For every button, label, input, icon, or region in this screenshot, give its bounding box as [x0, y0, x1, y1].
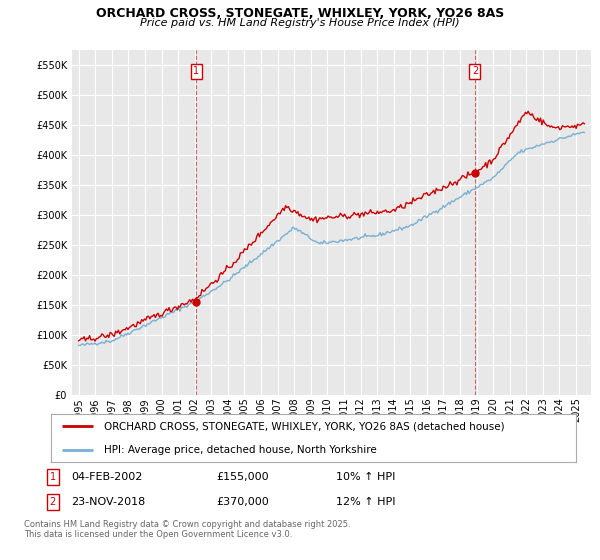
- Text: 2: 2: [50, 497, 56, 507]
- Text: 10% ↑ HPI: 10% ↑ HPI: [336, 472, 395, 482]
- Text: Contains HM Land Registry data © Crown copyright and database right 2025.
This d: Contains HM Land Registry data © Crown c…: [24, 520, 350, 539]
- Text: £370,000: £370,000: [216, 497, 269, 507]
- Text: 23-NOV-2018: 23-NOV-2018: [71, 497, 145, 507]
- Text: 1: 1: [193, 67, 199, 76]
- Text: 04-FEB-2002: 04-FEB-2002: [71, 472, 142, 482]
- Text: ORCHARD CROSS, STONEGATE, WHIXLEY, YORK, YO26 8AS (detached house): ORCHARD CROSS, STONEGATE, WHIXLEY, YORK,…: [104, 421, 504, 431]
- Text: 2: 2: [472, 67, 478, 76]
- Text: £155,000: £155,000: [216, 472, 269, 482]
- Text: HPI: Average price, detached house, North Yorkshire: HPI: Average price, detached house, Nort…: [104, 445, 376, 455]
- Text: Price paid vs. HM Land Registry's House Price Index (HPI): Price paid vs. HM Land Registry's House …: [140, 18, 460, 29]
- Text: 12% ↑ HPI: 12% ↑ HPI: [336, 497, 395, 507]
- Text: ORCHARD CROSS, STONEGATE, WHIXLEY, YORK, YO26 8AS: ORCHARD CROSS, STONEGATE, WHIXLEY, YORK,…: [96, 7, 504, 20]
- Text: 1: 1: [50, 472, 56, 482]
